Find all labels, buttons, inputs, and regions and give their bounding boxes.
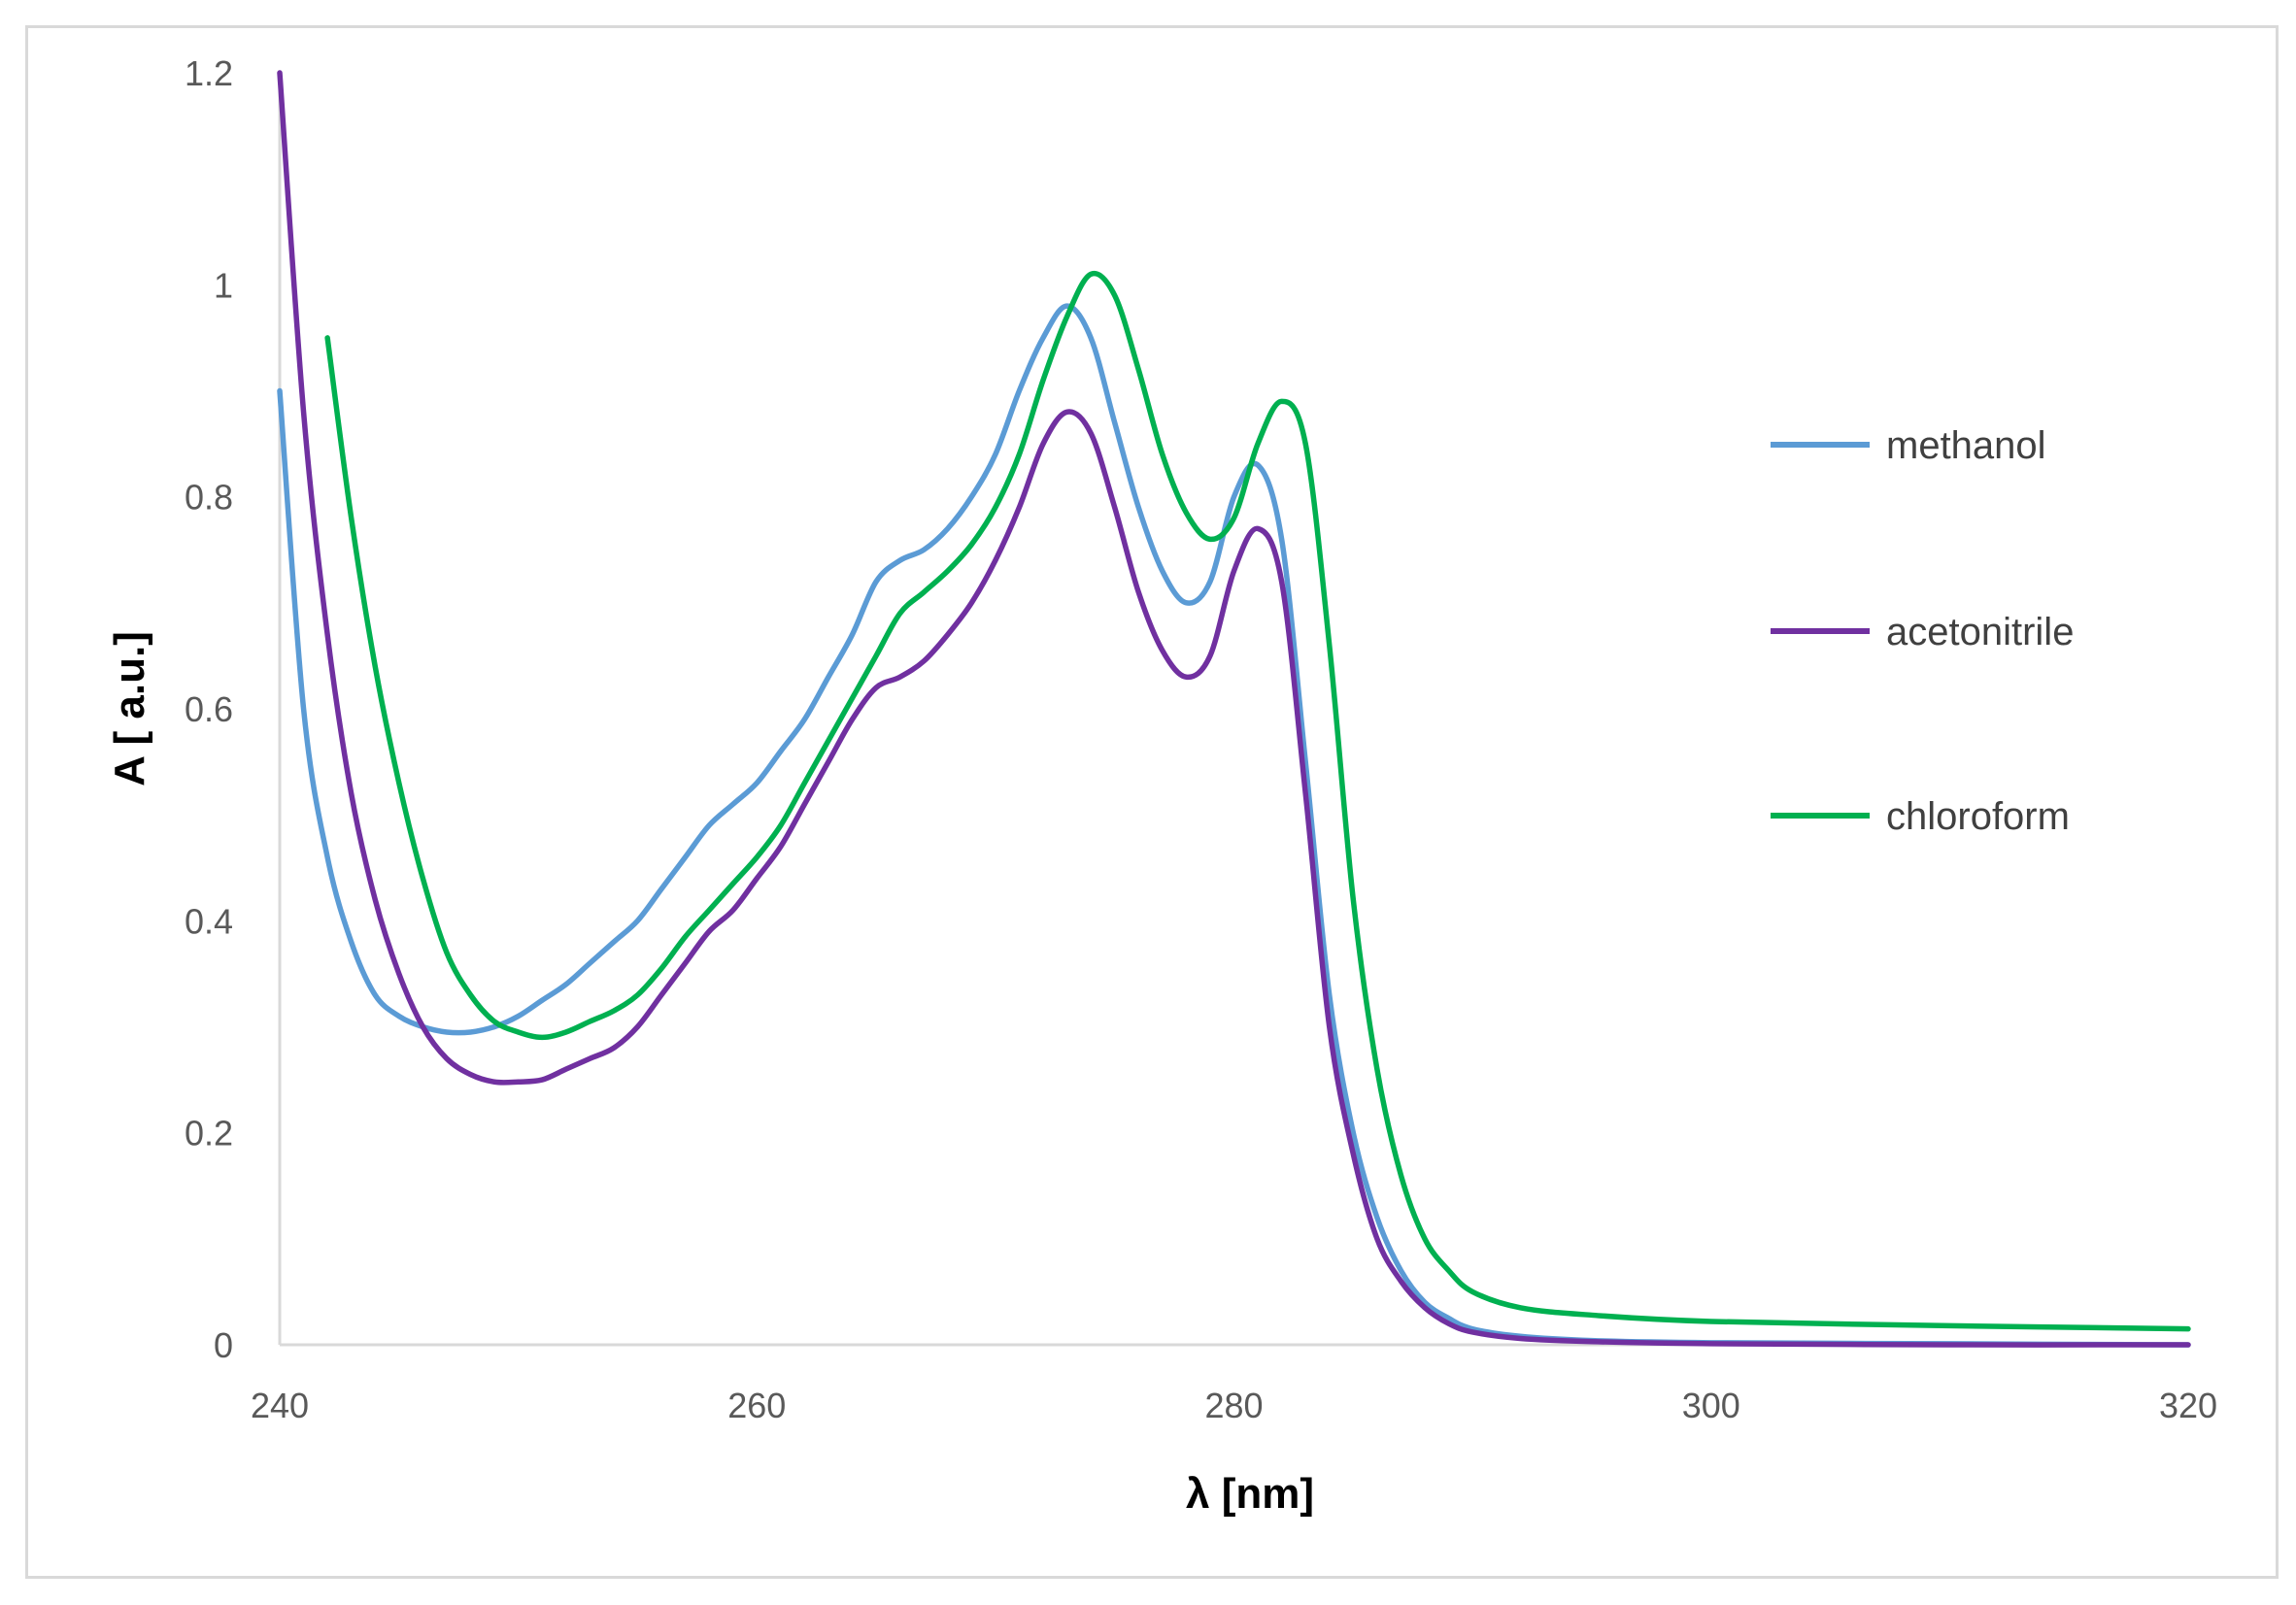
y-tick-label: 0.6 xyxy=(185,689,233,729)
x-tick-label: 240 xyxy=(251,1386,309,1425)
x-tick-label: 320 xyxy=(2159,1386,2217,1425)
x-tick-label: 260 xyxy=(727,1386,786,1425)
y-tick-label: 1 xyxy=(214,265,233,305)
series-line-methanol xyxy=(277,303,2191,1348)
legend-label-acetonitrile: acetonitrile xyxy=(1886,611,2074,653)
y-tick-label: 1.2 xyxy=(185,53,233,93)
y-tick-label: 0 xyxy=(214,1325,233,1365)
x-tick-label: 300 xyxy=(1682,1386,1740,1425)
x-tick-label: 280 xyxy=(1204,1386,1263,1425)
y-tick-labels: 0 0.2 0.4 0.6 0.8 1 1.2 xyxy=(185,53,233,1365)
legend-label-chloroform: chloroform xyxy=(1886,795,2070,838)
y-tick-label: 0.4 xyxy=(185,901,233,941)
legend: methanol acetonitrile chloroform xyxy=(1771,424,2074,838)
series-lines xyxy=(277,70,2191,1348)
y-tick-label: 0.2 xyxy=(185,1114,233,1154)
legend-label-methanol: methanol xyxy=(1886,424,2046,467)
series-line-chloroform xyxy=(324,270,2191,1332)
y-tick-label: 0.8 xyxy=(185,478,233,518)
x-tick-labels: 240 260 280 300 320 xyxy=(251,1386,2217,1425)
series-line-acetonitrile xyxy=(277,70,2191,1348)
x-axis-title: λ [nm] xyxy=(1186,1470,1314,1518)
y-axis-title: A [ a.u.] xyxy=(106,631,153,786)
